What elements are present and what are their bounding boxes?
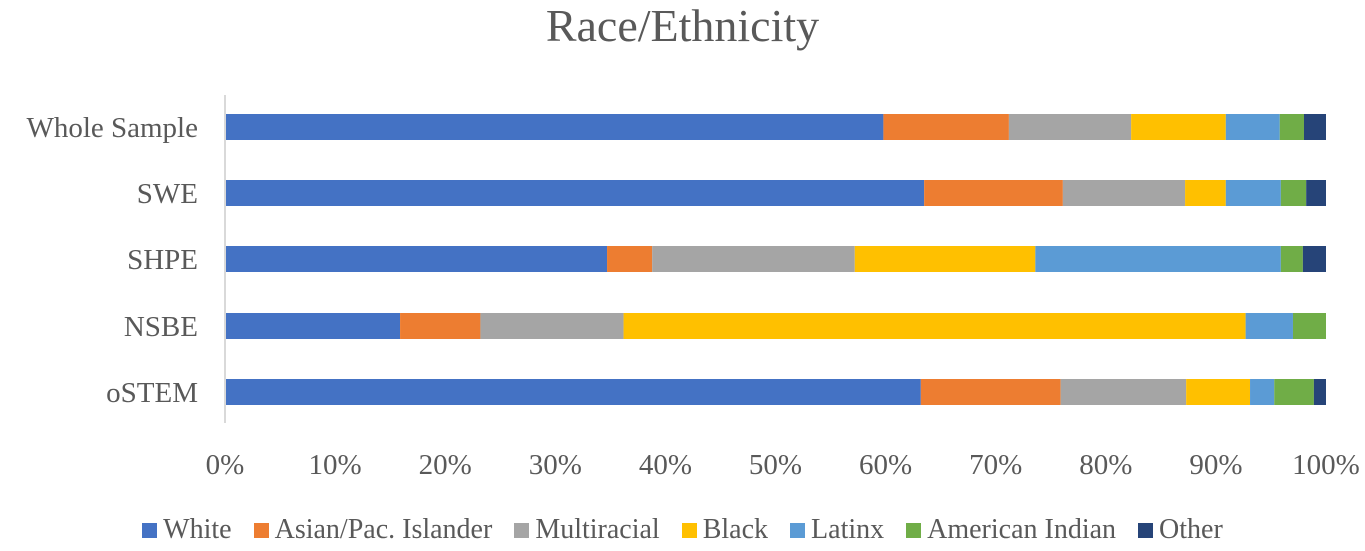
x-tick-label: 100% — [1292, 449, 1360, 481]
x-tick-label: 70% — [969, 449, 1022, 481]
bar-segment-american-indian-whole-sample — [1279, 114, 1304, 140]
x-tick-label: 90% — [1189, 449, 1242, 481]
legend-item: Black — [681, 514, 769, 546]
y-tick-label: Whole Sample — [26, 112, 198, 144]
legend-swatch — [790, 522, 806, 538]
legend-label: Asian/Pac. Islander — [274, 514, 493, 545]
bar-segment-white-ostem — [225, 379, 921, 405]
bar-segment-multiracial-swe — [1062, 180, 1186, 206]
bar-segment-latinx-nsbe — [1245, 313, 1293, 339]
bar-segment-asian-pac-islander-shpe — [607, 246, 653, 272]
legend-item: White — [142, 514, 232, 546]
bar-segment-latinx-whole-sample — [1225, 114, 1280, 140]
bar-segment-multiracial-nsbe — [480, 313, 624, 339]
legend-swatch — [253, 522, 269, 538]
legend-swatch — [142, 522, 158, 538]
bar-segment-asian-pac-islander-nsbe — [400, 313, 481, 339]
bar-segment-multiracial-shpe — [652, 246, 855, 272]
legend-item: Asian/Pac. Islander — [253, 514, 493, 546]
legend-swatch — [1138, 522, 1154, 538]
bar-segment-latinx-swe — [1225, 180, 1281, 206]
bar-segment-white-nsbe — [225, 313, 401, 339]
x-tick-label: 10% — [309, 449, 362, 481]
y-axis-labels: Whole Sample SWE SHPE NSBE oSTEM — [26, 112, 198, 409]
x-tick-label: 20% — [419, 449, 472, 481]
x-axis-labels: 0% 10% 20% 30% 40% 50% 60% 70% 80% 90% 100% — [206, 449, 1360, 481]
x-tick-label: 60% — [859, 449, 912, 481]
legend-label: Black — [702, 514, 769, 545]
legend-label: American Indian — [927, 514, 1117, 545]
bar-segment-multiracial-ostem — [1060, 379, 1187, 405]
bar-segment-black-swe — [1185, 180, 1226, 206]
bar-segment-white-whole-sample — [225, 114, 884, 140]
bars-group — [225, 114, 1326, 405]
bar-segment-black-nsbe — [623, 313, 1246, 339]
legend-swatch — [681, 522, 697, 538]
bar-segment-black-shpe — [854, 246, 1036, 272]
bar-segment-american-indian-ostem — [1274, 379, 1314, 405]
bar-segment-other-swe — [1306, 180, 1326, 206]
legend-swatch — [514, 522, 530, 538]
legend-label: Latinx — [811, 514, 885, 545]
legend-item: Other — [1138, 514, 1223, 546]
legend-item: Latinx — [790, 514, 884, 546]
bar-segment-asian-pac-islander-ostem — [920, 379, 1061, 405]
bar-segment-other-ostem — [1313, 379, 1326, 405]
x-tick-label: 0% — [206, 449, 245, 481]
x-tick-label: 50% — [749, 449, 802, 481]
bar-segment-american-indian-nsbe — [1292, 313, 1326, 339]
legend-label: Multiracial — [535, 514, 660, 545]
legend-label: White — [163, 514, 232, 545]
y-tick-label: NSBE — [124, 311, 198, 343]
bar-segment-asian-pac-islander-whole-sample — [883, 114, 1009, 140]
bar-segment-white-shpe — [225, 246, 608, 272]
legend-swatch — [906, 522, 922, 538]
stacked-bar-chart: Whole Sample SWE SHPE NSBE oSTEM 0% 10% 20% 30%… — [26, 95, 1360, 481]
bar-segment-american-indian-swe — [1280, 180, 1307, 206]
chart-title: Race/Ethnicity — [545, 0, 820, 51]
y-tick-label: SHPE — [127, 244, 198, 276]
legend-item: American Indian — [906, 514, 1116, 546]
x-tick-label: 40% — [639, 449, 692, 481]
y-tick-label: SWE — [137, 178, 198, 210]
bar-segment-other-shpe — [1302, 246, 1326, 272]
legend-item: Multiracial — [514, 514, 660, 546]
bar-segment-latinx-shpe — [1035, 246, 1281, 272]
x-tick-label: 30% — [529, 449, 582, 481]
bar-segment-black-ostem — [1186, 379, 1251, 405]
bar-segment-american-indian-shpe — [1280, 246, 1303, 272]
legend: White Asian/Pac. Islander Multiracial Black… — [0, 512, 1365, 548]
bar-segment-asian-pac-islander-swe — [924, 180, 1063, 206]
y-tick-label: oSTEM — [106, 377, 198, 409]
bar-segment-multiracial-whole-sample — [1008, 114, 1132, 140]
x-tick-label: 80% — [1079, 449, 1132, 481]
bar-segment-other-whole-sample — [1303, 114, 1326, 140]
bar-segment-latinx-ostem — [1250, 379, 1275, 405]
bar-segment-white-swe — [225, 180, 925, 206]
legend-label: Other — [1159, 514, 1223, 545]
bar-segment-black-whole-sample — [1131, 114, 1226, 140]
